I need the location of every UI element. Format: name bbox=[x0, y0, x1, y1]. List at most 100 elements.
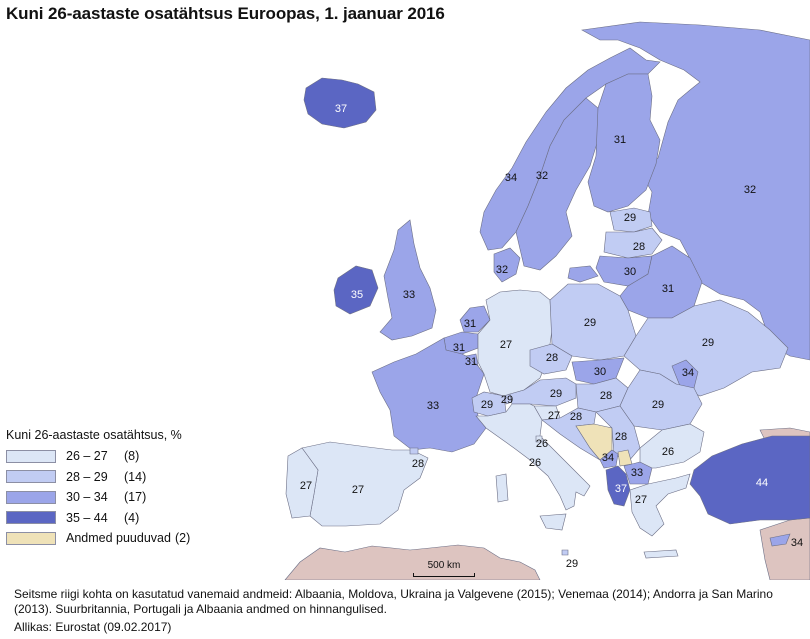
legend-count: (4) bbox=[124, 510, 140, 525]
value-label-slovenia: 27 bbox=[547, 410, 561, 422]
legend-row: 35 – 44 (4) bbox=[6, 508, 226, 529]
region-latvia bbox=[603, 227, 663, 259]
legend-count: (8) bbox=[124, 449, 140, 464]
value-label-serbia: 28 bbox=[614, 431, 628, 443]
region-czechia bbox=[529, 343, 573, 375]
value-label-san-marino: 26 bbox=[535, 438, 549, 450]
region-north-africa bbox=[284, 544, 541, 580]
region-sardinia bbox=[495, 473, 509, 503]
map-legend: Kuni 26-aastaste osatähtsus, % 26 – 27 (… bbox=[6, 428, 226, 549]
legend-title: Kuni 26-aastaste osatähtsus, % bbox=[6, 428, 182, 442]
region-italy bbox=[475, 403, 591, 511]
legend-range: 28 – 29 bbox=[66, 469, 108, 484]
legend-range: 26 – 27 bbox=[66, 449, 108, 464]
value-label-sweden: 32 bbox=[535, 170, 549, 182]
region-moldova bbox=[671, 359, 699, 389]
region-montenegro bbox=[599, 449, 619, 469]
region-middle-east bbox=[759, 517, 810, 580]
value-label-united-kingdom: 33 bbox=[402, 289, 416, 301]
value-label-norway: 34 bbox=[504, 172, 518, 184]
value-label-montenegro: 34 bbox=[601, 452, 615, 464]
region-turkey bbox=[689, 435, 810, 525]
legend-row: 26 – 27 (8) bbox=[6, 446, 226, 467]
region-bulgaria bbox=[639, 423, 705, 469]
value-label-malta: 29 bbox=[565, 558, 579, 570]
value-label-portugal: 27 bbox=[299, 480, 313, 492]
value-label-greece: 27 bbox=[634, 494, 648, 506]
value-label-spain: 27 bbox=[351, 484, 365, 496]
map-title: Kuni 26-aastaste osatähtsus Euroopas, 1.… bbox=[6, 4, 445, 23]
footnote: Seitsme riigi kohta on kasutatud vanemai… bbox=[14, 587, 773, 616]
value-label-italy: 26 bbox=[528, 457, 542, 469]
region-sicily bbox=[539, 513, 567, 531]
region-serbia bbox=[595, 405, 641, 463]
legend-count: (17) bbox=[124, 490, 147, 505]
value-label-estonia: 29 bbox=[623, 212, 637, 224]
value-label-luxembourg: 31 bbox=[464, 356, 478, 368]
value-label-bulgaria: 26 bbox=[661, 446, 675, 458]
region-denmark bbox=[493, 247, 521, 283]
region-albania bbox=[605, 465, 631, 507]
value-label-france: 33 bbox=[426, 400, 440, 412]
value-label-ukraine: 29 bbox=[701, 337, 715, 349]
region-iceland bbox=[303, 77, 377, 129]
value-label-hungary: 28 bbox=[599, 390, 613, 402]
value-label-belarus: 31 bbox=[661, 283, 675, 295]
region-spain bbox=[301, 441, 429, 527]
region-united-kingdom bbox=[379, 219, 437, 341]
value-label-moldova: 34 bbox=[681, 367, 695, 379]
value-label-romania: 29 bbox=[651, 399, 665, 411]
legend-count: (14) bbox=[124, 469, 147, 484]
value-label-iceland: 37 bbox=[334, 103, 348, 115]
region-kaliningrad bbox=[567, 265, 599, 283]
scale-bar-line bbox=[413, 573, 475, 577]
legend-range: 30 – 34 bbox=[66, 490, 108, 505]
value-label-slovakia: 30 bbox=[593, 366, 607, 378]
legend-swatch bbox=[6, 531, 56, 545]
value-label-cyprus: 34 bbox=[790, 537, 804, 549]
region-romania bbox=[619, 369, 703, 431]
value-label-ireland: 35 bbox=[350, 289, 364, 301]
source-note: Allikas: Eurostat (09.02.2017) bbox=[14, 620, 172, 634]
value-label-finland: 31 bbox=[613, 134, 627, 146]
region-portugal bbox=[285, 447, 319, 519]
scale-bar-label: 500 km bbox=[427, 560, 461, 571]
legend-row: Andmed puuduvad (2) bbox=[6, 528, 226, 549]
scale-bar: 500 km bbox=[409, 560, 479, 578]
legend-swatch bbox=[6, 449, 56, 463]
value-label-lithuania: 30 bbox=[623, 266, 637, 278]
value-label-poland: 29 bbox=[583, 317, 597, 329]
region-san-marino bbox=[535, 435, 543, 443]
value-label-denmark: 32 bbox=[495, 264, 509, 276]
region-north-macedonia bbox=[623, 461, 653, 485]
legend-swatch bbox=[6, 470, 56, 484]
value-label-andorra: 28 bbox=[411, 458, 425, 470]
value-label-north-macedonia: 33 bbox=[630, 467, 644, 479]
value-label-liechtenstein: 29 bbox=[500, 394, 514, 406]
value-label-croatia: 28 bbox=[569, 411, 583, 423]
region-germany bbox=[477, 289, 553, 397]
legend-count: (2) bbox=[174, 531, 191, 546]
value-label-switzerland: 29 bbox=[480, 399, 494, 411]
region-sweden bbox=[515, 97, 599, 271]
europe-choropleth-map bbox=[284, 21, 810, 580]
value-label-albania: 37 bbox=[614, 483, 628, 495]
value-label-austria: 29 bbox=[549, 388, 563, 400]
region-estonia bbox=[609, 207, 653, 233]
value-label-belgium: 31 bbox=[452, 342, 466, 354]
value-label-russia: 32 bbox=[743, 184, 757, 196]
legend-range: Andmed puuduvad bbox=[66, 531, 171, 546]
legend-row: 28 – 29 (14) bbox=[6, 467, 226, 488]
legend-range: 35 – 44 bbox=[66, 510, 108, 525]
region-russia bbox=[581, 21, 810, 361]
region-andorra bbox=[409, 447, 419, 455]
legend-swatch bbox=[6, 511, 56, 525]
region-crete bbox=[643, 549, 679, 559]
value-label-czechia: 28 bbox=[545, 352, 559, 364]
legend-row: 30 – 34 (17) bbox=[6, 487, 226, 508]
region-cyprus bbox=[769, 533, 791, 547]
value-label-latvia: 28 bbox=[632, 241, 646, 253]
region-finland bbox=[587, 73, 661, 213]
value-label-turkey: 44 bbox=[755, 477, 769, 489]
region-malta bbox=[561, 549, 569, 556]
